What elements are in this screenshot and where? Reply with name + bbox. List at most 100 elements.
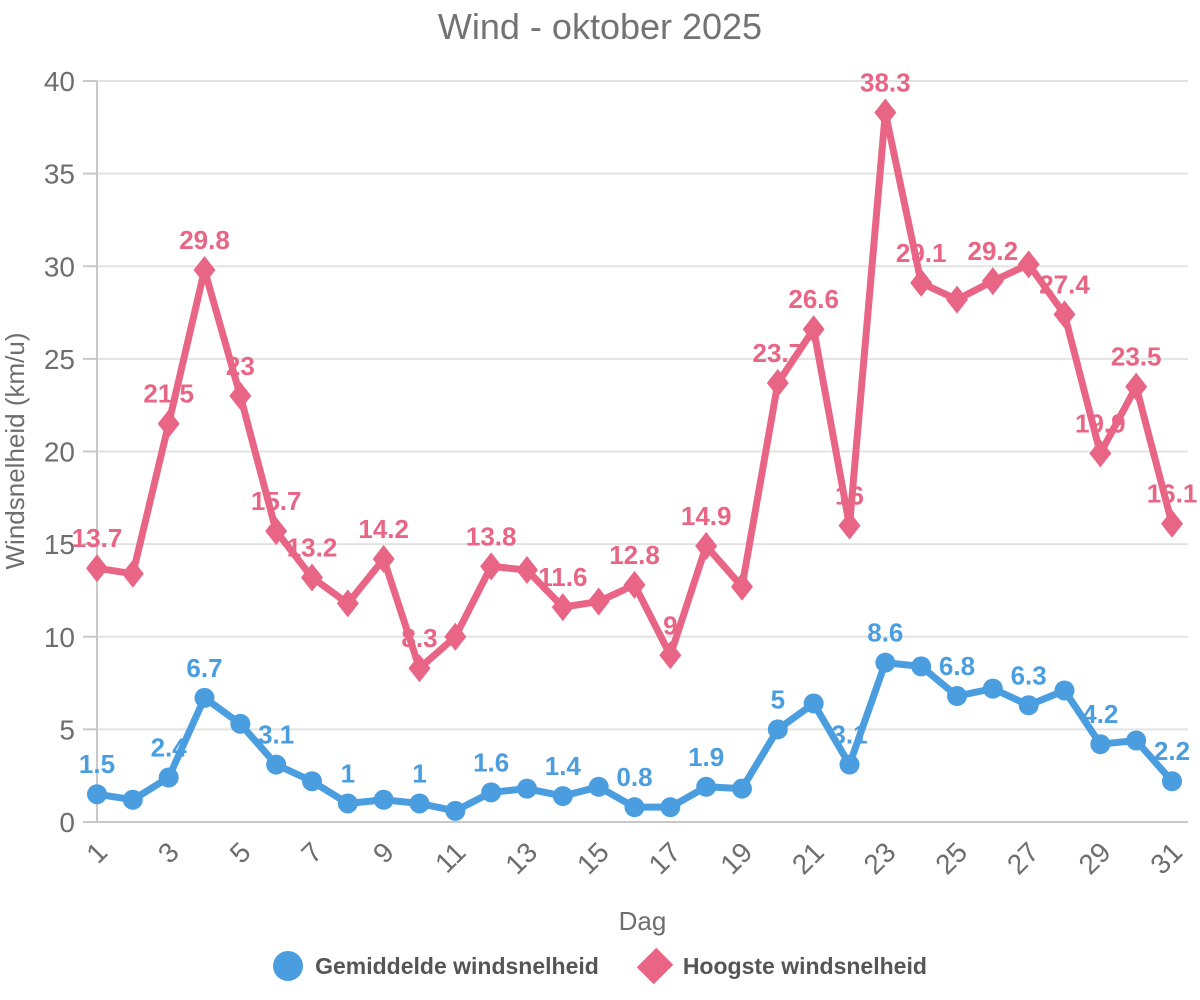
data-point-marker[interactable] (515, 556, 538, 585)
data-point-marker[interactable] (336, 589, 359, 618)
data-point-marker[interactable] (301, 771, 322, 792)
data-point-marker[interactable] (266, 754, 287, 775)
diamond-marker-icon (636, 947, 674, 985)
data-point-label: 29.8 (179, 225, 230, 255)
data-point-label: 1 (412, 758, 426, 788)
data-point-marker[interactable] (86, 554, 108, 583)
x-tick-label: 29 (1073, 836, 1117, 880)
data-point-marker[interactable] (1054, 680, 1075, 701)
data-point-marker[interactable] (910, 268, 933, 297)
data-point-marker[interactable] (588, 776, 609, 797)
x-tick-label: 3 (152, 836, 185, 869)
data-point-label: 8.3 (401, 623, 437, 653)
data-point-marker[interactable] (444, 622, 467, 651)
data-point-label: 1.4 (545, 751, 582, 781)
x-tick-label: 19 (714, 836, 758, 880)
data-point-marker[interactable] (875, 652, 896, 673)
legend-label-highest: Hoogste windsnelheid (682, 952, 927, 979)
data-point-marker[interactable] (481, 782, 502, 803)
data-point-marker[interactable] (193, 255, 216, 284)
data-point-marker[interactable] (874, 98, 897, 127)
data-point-marker[interactable] (87, 784, 107, 805)
data-point-marker[interactable] (122, 789, 143, 810)
data-point-marker[interactable] (696, 776, 717, 797)
data-point-marker[interactable] (839, 754, 860, 775)
legend-item-gemiddelde-windsnelheid[interactable]: Gemiddelde windsnelheid (273, 951, 599, 981)
data-point-marker[interactable] (731, 778, 752, 799)
data-point-marker[interactable] (157, 409, 180, 438)
data-point-marker[interactable] (624, 797, 645, 818)
data-point-marker[interactable] (516, 778, 537, 799)
data-point-marker[interactable] (587, 587, 610, 616)
data-point-marker[interactable] (1018, 695, 1039, 716)
data-point-marker[interactable] (230, 713, 251, 734)
data-point-marker[interactable] (1125, 372, 1148, 401)
data-point-marker[interactable] (372, 544, 395, 573)
data-point-label: 5 (771, 684, 785, 714)
data-point-label: 23.5 (1111, 342, 1162, 372)
y-tick-label: 30 (44, 251, 75, 282)
data-point-marker[interactable] (194, 687, 215, 708)
data-point-marker[interactable] (552, 786, 573, 807)
x-tick-label: 11 (429, 836, 471, 878)
data-point-marker[interactable] (1053, 300, 1076, 329)
data-point-marker[interactable] (1089, 439, 1112, 468)
data-point-marker[interactable] (981, 267, 1004, 296)
data-point-marker[interactable] (300, 563, 323, 592)
data-point-marker[interactable] (337, 793, 358, 814)
data-point-marker[interactable] (838, 511, 861, 540)
data-point-label: 6.8 (939, 651, 975, 681)
data-point-label: 14.2 (358, 514, 409, 544)
data-point-label: 15.7 (251, 486, 302, 516)
data-point-marker[interactable] (660, 797, 681, 818)
data-point-marker[interactable] (265, 517, 288, 546)
data-point-marker[interactable] (623, 570, 646, 599)
legend-item-hoogste-windsnelheid[interactable]: Hoogste windsnelheid (636, 947, 927, 985)
data-point-marker[interactable] (1160, 509, 1183, 538)
data-point-marker[interactable] (946, 686, 967, 707)
data-point-label: 27.4 (1039, 269, 1090, 299)
data-point-label: 9 (663, 610, 677, 640)
series-diamond[interactable] (86, 98, 1183, 683)
data-point-marker[interactable] (1090, 734, 1111, 755)
data-point-marker[interactable] (229, 381, 252, 410)
data-point-marker[interactable] (480, 552, 503, 581)
chart-title: Wind - oktober 2025 (437, 6, 763, 47)
data-point-marker[interactable] (659, 641, 682, 670)
y-tick-label: 25 (44, 344, 75, 375)
data-point-label: 1 (341, 758, 355, 788)
data-point-marker[interactable] (408, 654, 431, 683)
y-tick-label: 35 (44, 159, 75, 190)
data-point-marker[interactable] (766, 368, 789, 397)
data-point-label: 19.9 (1075, 408, 1126, 438)
data-point-marker[interactable] (1161, 771, 1182, 792)
data-point-marker[interactable] (1017, 250, 1040, 279)
series-circle[interactable] (87, 652, 1182, 821)
data-point-marker[interactable] (373, 789, 394, 810)
x-tick-label: 25 (929, 836, 973, 880)
data-point-marker[interactable] (945, 285, 968, 314)
data-point-label: 1.9 (688, 742, 724, 772)
data-point-marker[interactable] (767, 719, 788, 740)
data-point-marker[interactable] (730, 572, 753, 601)
data-point-label: 29.2 (968, 236, 1019, 266)
data-point-marker[interactable] (982, 678, 1003, 699)
data-point-marker[interactable] (445, 800, 466, 821)
data-point-marker[interactable] (911, 656, 932, 677)
data-point-label: 29.1 (896, 238, 947, 268)
data-point-marker[interactable] (409, 793, 430, 814)
x-tick-label: 7 (295, 836, 328, 869)
data-point-marker[interactable] (695, 531, 718, 560)
x-tick-label: 23 (858, 836, 902, 880)
data-point-marker[interactable] (158, 767, 179, 788)
data-point-marker[interactable] (121, 559, 144, 588)
data-point-marker[interactable] (803, 693, 824, 714)
data-point-label: 3.1 (831, 720, 867, 750)
data-point-label: 2.4 (151, 733, 188, 763)
data-point-marker[interactable] (1126, 730, 1147, 751)
data-point-label: 21.5 (143, 379, 194, 409)
y-tick-label: 0 (59, 807, 75, 838)
x-tick-label: 21 (786, 836, 830, 880)
data-point-marker[interactable] (802, 315, 825, 344)
data-point-marker[interactable] (551, 593, 574, 622)
